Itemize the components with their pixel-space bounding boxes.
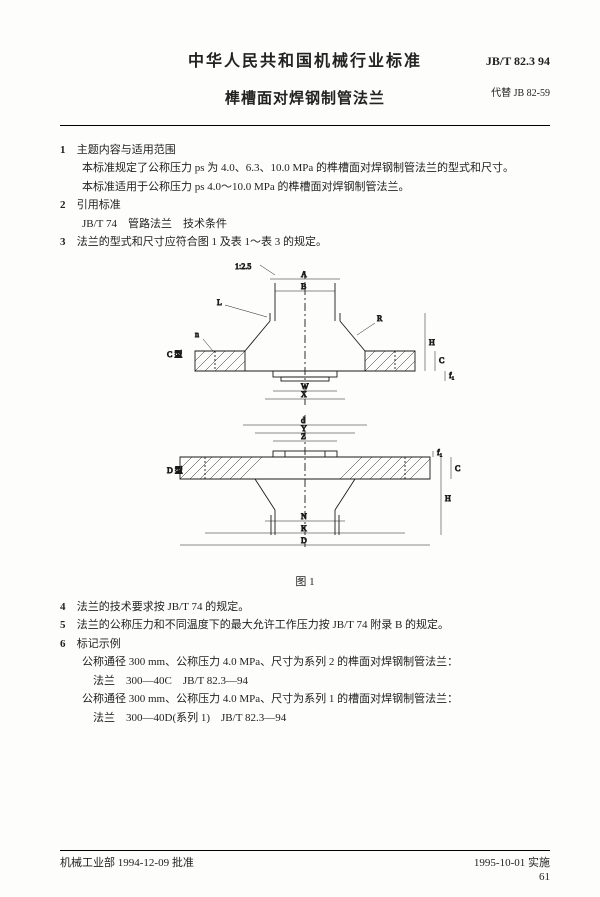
svg-text:C: C	[439, 356, 444, 365]
section-6: 6 标记示例	[60, 636, 550, 653]
section-6-p4: 法兰 300—40D(系列 1) JB/T 82.3—94	[60, 710, 550, 727]
flange-diagram: A B W X H C f₁ L	[125, 263, 485, 563]
approval-text: 机械工业部 1994-12-09 批准	[60, 855, 194, 872]
svg-text:N: N	[301, 512, 307, 521]
section-6-p2: 法兰 300—40C JB/T 82.3—94	[60, 673, 550, 690]
section-3-title: 法兰的型式和尺寸应符合图 1 及表 1～表 3 的规定。	[77, 236, 327, 248]
type-c-drawing: A B W X H C f₁ L	[185, 263, 455, 405]
section-2-num: 2	[60, 197, 74, 214]
svg-text:K: K	[301, 524, 307, 533]
footer-rule	[60, 850, 550, 851]
section-1-p2: 本标准适用于公称压力 ps 4.0～10.0 MPa 的榫槽面对焊钢制管法兰。	[60, 179, 550, 196]
section-2-title: 引用标准	[77, 199, 121, 211]
section-3-num: 3	[60, 234, 74, 251]
svg-text:C 型: C 型	[167, 350, 182, 359]
svg-text:1:2.5: 1:2.5	[235, 263, 251, 271]
figure-caption: 图 1	[60, 574, 550, 591]
svg-text:Z: Z	[301, 432, 306, 441]
section-1-title: 主题内容与适用范围	[77, 144, 176, 156]
svg-text:B: B	[301, 282, 306, 291]
section-6-title: 标记示例	[77, 638, 121, 650]
svg-text:n: n	[195, 330, 199, 339]
section-1-num: 1	[60, 142, 74, 159]
standard-code: JB/T 82.3 94	[486, 52, 550, 70]
replaces-text: 代替 JB 82-59	[491, 86, 550, 101]
svg-text:f₁: f₁	[449, 371, 455, 380]
svg-text:D 型: D 型	[167, 466, 183, 475]
svg-text:H: H	[445, 494, 451, 503]
section-5: 5 法兰的公称压力和不同温度下的最大允许工作压力按 JB/T 74 附录 B 的…	[60, 617, 550, 634]
svg-text:f₁: f₁	[437, 448, 443, 457]
section-1: 1 主题内容与适用范围	[60, 142, 550, 159]
main-title: 中华人民共和国机械行业标准	[60, 50, 550, 74]
header-rule	[60, 125, 550, 126]
section-5-num: 5	[60, 617, 74, 634]
svg-text:L: L	[217, 298, 222, 307]
section-4-num: 4	[60, 599, 74, 616]
svg-text:H: H	[429, 338, 435, 347]
svg-text:D: D	[301, 536, 307, 545]
type-d-drawing: d Y Z N K D H C f₁	[170, 415, 460, 547]
header: 中华人民共和国机械行业标准 JB/T 82.3 94 榫槽面对焊钢制管法兰 代替…	[60, 50, 550, 111]
section-6-p1: 公称通径 300 mm、公称压力 4.0 MPa、尺寸为系列 2 的榫面对焊钢制…	[60, 654, 550, 671]
svg-text:A: A	[301, 270, 307, 279]
sub-title: 榫槽面对焊钢制管法兰	[60, 88, 550, 111]
page-number: 61	[539, 869, 550, 886]
section-5-title: 法兰的公称压力和不同温度下的最大允许工作压力按 JB/T 74 附录 B 的规定…	[77, 619, 449, 631]
figure-1: A B W X H C f₁ L	[60, 263, 550, 569]
svg-text:C: C	[455, 464, 460, 473]
document-page: 中华人民共和国机械行业标准 JB/T 82.3 94 榫槽面对焊钢制管法兰 代替…	[0, 0, 600, 897]
svg-text:R: R	[377, 314, 383, 323]
section-6-p3: 公称通径 300 mm、公称压力 4.0 MPa、尺寸为系列 1 的槽面对焊钢制…	[60, 691, 550, 708]
section-1-p1: 本标准规定了公称压力 ps 为 4.0、6.3、10.0 MPa 的榫槽面对焊钢…	[60, 160, 550, 177]
section-2: 2 引用标准	[60, 197, 550, 214]
section-4-title: 法兰的技术要求按 JB/T 74 的规定。	[77, 601, 249, 613]
section-3: 3 法兰的型式和尺寸应符合图 1 及表 1～表 3 的规定。	[60, 234, 550, 251]
section-2-p1: JB/T 74 管路法兰 技术条件	[60, 216, 550, 233]
section-4: 4 法兰的技术要求按 JB/T 74 的规定。	[60, 599, 550, 616]
footer: 机械工业部 1994-12-09 批准 1995-10-01 实施	[60, 846, 550, 872]
svg-text:X: X	[301, 390, 307, 399]
section-6-num: 6	[60, 636, 74, 653]
